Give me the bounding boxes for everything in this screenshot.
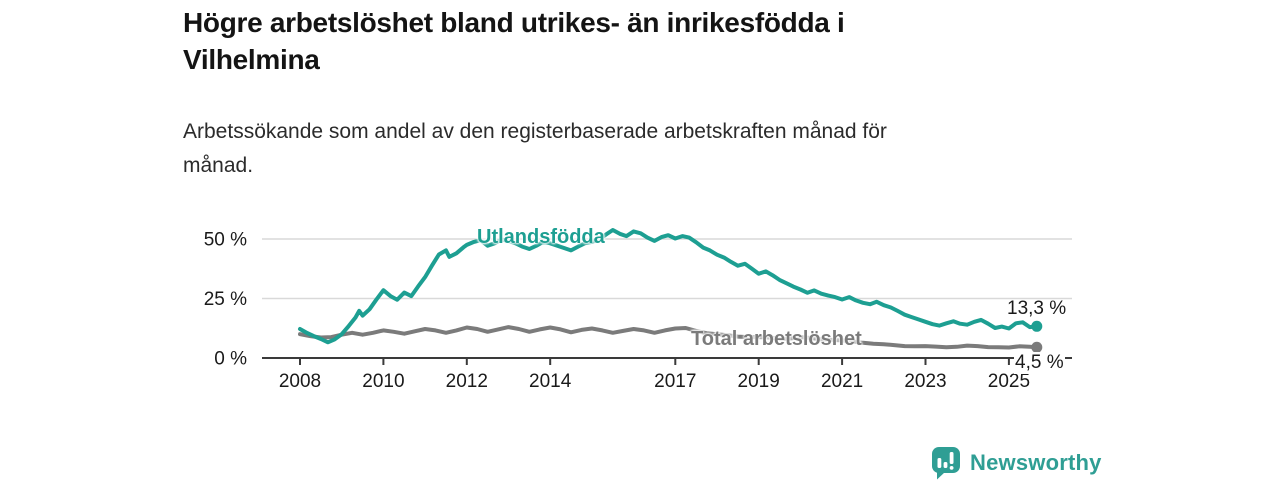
x-axis-label-2010: 2010	[362, 371, 404, 392]
x-axis-label-2017: 2017	[654, 371, 696, 392]
logo-exclamation-stem	[949, 452, 954, 464]
page-title: Högre arbetslöshet bland utrikes- än inr…	[183, 4, 1043, 78]
newsworthy-logo-text: Newsworthy	[970, 450, 1102, 475]
x-axis-label-2019: 2019	[738, 371, 780, 392]
page-subtitle: Arbetssökande som andel av den registerb…	[183, 115, 1043, 183]
page-subtitle-line2: månad.	[183, 154, 254, 177]
page-subtitle-line1: Arbetssökande som andel av den registerb…	[183, 120, 887, 143]
series-line-utlandsfodda	[298, 228, 1039, 345]
x-axis-label-2021: 2021	[821, 371, 863, 392]
page-title-line2: Vilhelmina	[183, 44, 320, 75]
y-axis-label-50: 50 %	[204, 230, 247, 251]
newsworthy-logo-icon	[932, 447, 960, 480]
end-value-label-total: 4,5 %	[1014, 352, 1065, 374]
x-axis-label-2012: 2012	[446, 371, 488, 392]
newsworthy-branding[interactable]: Newsworthy	[931, 446, 1102, 480]
end-value-label-utlandsfodda: 13,3 %	[1007, 298, 1067, 319]
y-axis-label-0: 0 %	[214, 349, 247, 370]
end-dot-utlandsfodda	[1031, 320, 1043, 332]
x-axis-label-2025: 2025	[988, 371, 1030, 392]
series-label-total-arbetsloshet: Total arbetslöshet	[691, 328, 862, 350]
logo-bar-1	[937, 458, 942, 468]
y-axis-label-25: 25 %	[204, 289, 247, 310]
x-axis-label-2023: 2023	[904, 371, 946, 392]
page-title-line1: Högre arbetslöshet bland utrikes- än inr…	[183, 7, 845, 38]
end-dot-total	[1031, 341, 1043, 353]
series-label-utlandsfodda: Utlandsfödda	[477, 226, 605, 248]
x-axis-label-2014: 2014	[529, 371, 572, 392]
x-axis-label-2008: 2008	[279, 371, 321, 392]
series-line-total	[298, 325, 1039, 350]
logo-bar-2	[943, 462, 948, 468]
logo-exclamation-dot	[949, 466, 954, 470]
